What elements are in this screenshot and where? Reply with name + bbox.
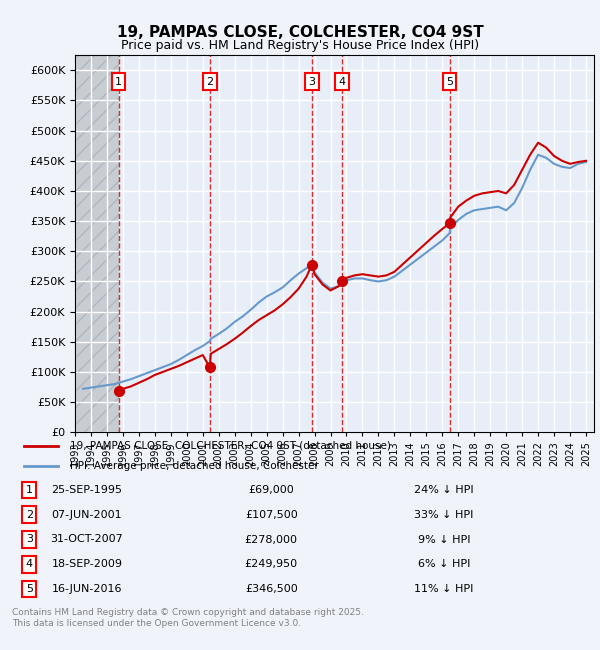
Text: £249,950: £249,950	[245, 559, 298, 569]
Text: Contains HM Land Registry data © Crown copyright and database right 2025.: Contains HM Land Registry data © Crown c…	[12, 608, 364, 617]
Text: 3: 3	[308, 77, 316, 86]
Text: 31-OCT-2007: 31-OCT-2007	[50, 534, 123, 545]
Text: 19, PAMPAS CLOSE, COLCHESTER, CO4 9ST (detached house): 19, PAMPAS CLOSE, COLCHESTER, CO4 9ST (d…	[70, 441, 391, 451]
Text: 9% ↓ HPI: 9% ↓ HPI	[418, 534, 470, 545]
Text: HPI: Average price, detached house, Colchester: HPI: Average price, detached house, Colc…	[70, 462, 319, 471]
Text: £69,000: £69,000	[248, 485, 294, 495]
Text: £107,500: £107,500	[245, 510, 298, 520]
Text: 33% ↓ HPI: 33% ↓ HPI	[415, 510, 473, 520]
Text: This data is licensed under the Open Government Licence v3.0.: This data is licensed under the Open Gov…	[12, 619, 301, 628]
Text: 2: 2	[206, 77, 214, 86]
Text: 4: 4	[26, 559, 33, 569]
Text: £346,500: £346,500	[245, 584, 298, 594]
Text: 16-JUN-2016: 16-JUN-2016	[52, 584, 122, 594]
Text: 19, PAMPAS CLOSE, COLCHESTER, CO4 9ST: 19, PAMPAS CLOSE, COLCHESTER, CO4 9ST	[116, 25, 484, 40]
Text: 3: 3	[26, 534, 33, 545]
Bar	[75, 55, 119, 432]
Text: 25-SEP-1995: 25-SEP-1995	[52, 485, 122, 495]
Text: 24% ↓ HPI: 24% ↓ HPI	[414, 485, 474, 495]
Text: 2: 2	[26, 510, 33, 520]
Text: Price paid vs. HM Land Registry's House Price Index (HPI): Price paid vs. HM Land Registry's House …	[121, 39, 479, 52]
Text: £278,000: £278,000	[245, 534, 298, 545]
Text: 07-JUN-2001: 07-JUN-2001	[52, 510, 122, 520]
Text: 11% ↓ HPI: 11% ↓ HPI	[415, 584, 473, 594]
Text: 18-SEP-2009: 18-SEP-2009	[52, 559, 122, 569]
Text: 1: 1	[26, 485, 33, 495]
Text: 6% ↓ HPI: 6% ↓ HPI	[418, 559, 470, 569]
Text: 1: 1	[115, 77, 122, 86]
Text: 5: 5	[446, 77, 453, 86]
Text: 5: 5	[26, 584, 33, 594]
Text: 4: 4	[338, 77, 346, 86]
